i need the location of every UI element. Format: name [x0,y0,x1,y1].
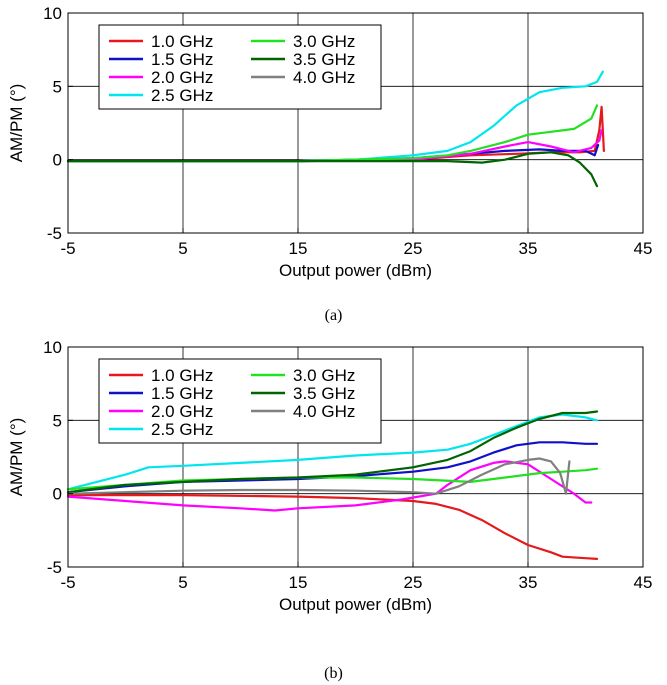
x-tick-label: 25 [404,573,423,592]
legend-label: 4.0 GHz [293,402,355,421]
axes-frame [67,346,644,568]
y-tick-label: 5 [53,411,62,430]
legend-label: 3.5 GHz [293,50,355,69]
legend-label: 1.5 GHz [151,50,213,69]
series-line-3-5-ghz [66,151,599,188]
y-tick-label: -5 [47,224,62,243]
figure-caption: (a) [325,307,343,324]
series-line-4-0-ghz [66,457,571,495]
axes-frame [67,12,644,234]
x-axis-label: Output power (dBm) [279,595,432,614]
x-tick-label: 15 [289,239,308,258]
y-tick-label: -5 [47,558,62,577]
figure-caption: (b) [324,665,343,682]
series-line-3-0-ghz [66,467,599,491]
legend-label: 2.5 GHz [151,420,213,439]
x-tick-label: 45 [634,573,653,592]
legend-label: 2.5 GHz [151,86,213,105]
legend-label: 1.0 GHz [151,366,213,385]
y-tick-label: 10 [43,4,62,23]
x-tick-label: 5 [178,573,187,592]
legend-label: 2.0 GHz [151,68,213,87]
legend-label: 1.0 GHz [151,32,213,51]
legend-label: 3.0 GHz [293,366,355,385]
x-tick-label: 25 [404,239,423,258]
series-line-3-5-ghz [66,410,599,494]
legend-label: 1.5 GHz [151,384,213,403]
x-tick-label: 15 [289,573,308,592]
x-tick-label: 45 [634,239,653,258]
x-axis-label: Output power (dBm) [279,261,432,280]
legend-label: 3.5 GHz [293,384,355,403]
y-tick-label: 0 [53,151,62,170]
x-tick-label: 35 [519,239,538,258]
y-tick-label: 0 [53,485,62,504]
x-tick-label: -5 [60,573,75,592]
chart-panel-b: -5 5 15 25 35 45 -5 0 5 10 Output power (dBm) AM/PM… [7,338,652,682]
legend-label: 4.0 GHz [293,68,355,87]
legend-label: 2.0 GHz [151,402,213,421]
y-tick-label: 10 [43,338,62,357]
x-tick-label: 35 [519,573,538,592]
y-axis-label: AM/PM (°) [7,84,26,163]
legend-box [98,24,382,110]
legend-box [98,358,382,444]
series-line-1-0-ghz [66,494,599,560]
x-tick-label: -5 [60,239,75,258]
y-axis-label: AM/PM (°) [7,418,26,497]
x-tick-label: 5 [178,239,187,258]
series-line-2-0-ghz [66,460,593,512]
chart-panel-a: -5 5 15 25 35 45 -5 0 5 10 Output power (dBm) AM/PM… [7,4,652,324]
legend-label: 3.0 GHz [293,32,355,51]
y-tick-label: 5 [53,77,62,96]
